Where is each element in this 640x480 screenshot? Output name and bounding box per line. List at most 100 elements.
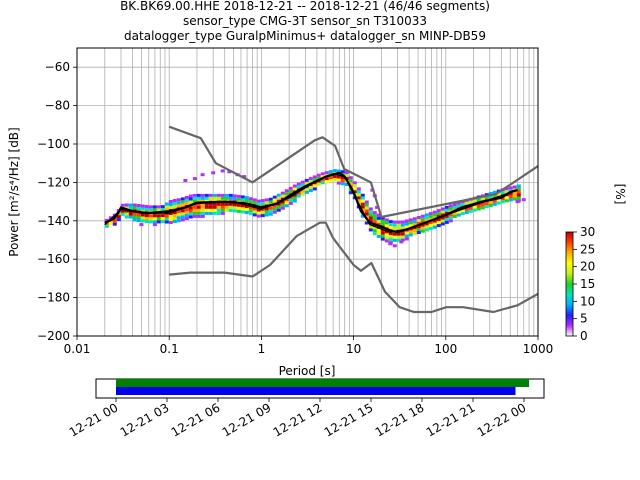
heatmap-cell [328,179,333,183]
heatmap-cell [512,185,517,189]
heatmap-cell [312,175,317,179]
heatmap-cell [180,215,185,219]
heatmap-cell [460,203,465,207]
heatmap-cell [136,216,141,219]
heatmap-cell [432,219,437,223]
heatmap-cell [204,193,209,197]
heatmap-cell [300,189,305,193]
heatmap-cell [124,206,129,210]
heatmap-cell [200,202,205,206]
heatmap-cell [276,196,281,200]
heatmap-cell [348,176,353,180]
heatmap-cell [132,212,137,216]
heatmap-cell [356,187,361,191]
heatmap-cell [376,228,381,232]
heatmap-cell [412,223,417,227]
heatmap-cell [376,222,381,226]
heatmap-cell [352,187,357,191]
heatmap-cell [128,212,133,216]
heatmap-cell [456,213,461,217]
heatmap-cell [176,216,181,220]
heatmap-cell [404,234,409,238]
heatmap-cell [396,238,401,242]
heatmap-cell [440,216,445,220]
heatmap-cell [484,193,489,197]
heatmap-cell [396,232,401,236]
heatmap-cell [164,220,169,224]
heatmap-cell [516,193,521,197]
heatmap-cell [348,182,353,186]
heatmap-cell [416,222,421,225]
title-line-2: sensor_type CMG-3T sensor_sn T310033 [183,14,427,28]
heatmap-cell [340,179,345,183]
heatmap-cell [396,220,401,224]
heatmap-cell [188,200,193,204]
heatmap-cell [188,215,193,219]
ppsd-panel: 0.01 0.1 1 10 100 1000 −200 −180 −160 −140 −120 −1… [7,47,553,378]
heatmap-cell [448,219,453,223]
heatmap-cell [436,212,441,216]
heatmap-cell [120,209,125,213]
heatmap-cell [308,180,313,184]
x-axis-ticks: 0.01 0.1 1 10 100 1000 [64,336,553,356]
heatmap-cell [172,202,177,205]
heatmap-cell [144,214,149,217]
heatmap-cell [196,193,201,197]
heatmap-cell [288,201,293,205]
heatmap-cell [124,203,129,207]
heatmap-cell [372,211,377,215]
heatmap-cell [184,202,189,205]
heatmap-cell [276,199,281,203]
heatmap-cell [236,203,241,207]
heatmap-cell [452,215,457,218]
heatmap-cell [412,229,417,233]
heatmap-cell [376,231,381,235]
heatmap-cell [140,204,145,208]
heatmap-cell [388,238,393,242]
heatmap-cell [216,211,221,215]
heatmap-cell [420,214,425,218]
heatmap-cell [192,196,197,200]
heatmap-cell [172,220,177,223]
heatmap-cell [468,200,473,204]
heatmap-cell [160,217,165,221]
heatmap-cell [144,205,149,208]
heatmap-cell [224,193,229,197]
heatmap-cell [484,196,489,200]
heatmap-cell [196,196,201,200]
heatmap-cell [108,216,113,220]
heatmap-outlier [183,179,188,182]
heatmap-cell [444,214,449,218]
heatmap-cell [432,222,437,226]
heatmap-cell [480,203,485,207]
heatmap-cell [220,202,225,206]
heatmap-cell [508,186,513,190]
heatmap-cell [356,199,361,203]
heatmap-cell [212,193,217,197]
x-tick-label: 100 [434,342,457,356]
heatmap-cell [136,213,141,216]
heatmap-cell [204,211,209,215]
heatmap-cell [184,211,189,214]
heatmap-cell [336,178,341,182]
heatmap-cell [208,208,213,212]
heatmap-cell [168,212,173,215]
noise-model-lines [104,125,539,314]
heatmap-cell [236,194,241,198]
heatmap-cell [252,207,257,211]
heatmap-cell [264,198,269,202]
heatmap-cell [204,205,209,209]
heatmap-cell [444,208,449,212]
x-tick-label: 1 [258,342,266,356]
heatmap-outlier [200,173,205,177]
heatmap-cell [452,203,457,206]
heatmap-cell [416,216,421,219]
heatmap-cell [404,219,409,223]
grid-lines [76,48,538,337]
heatmap-cell [188,206,193,210]
heatmap-cell [240,198,245,202]
psd-segments-bar [116,387,516,395]
heatmap-cell [264,207,269,211]
timeline-tick-label: 12-21 21 [424,400,478,439]
